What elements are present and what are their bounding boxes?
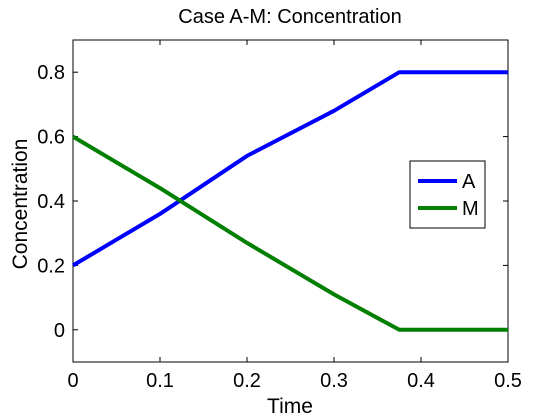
x-tick-label: 0 <box>67 370 78 392</box>
x-tick-label: 0.4 <box>407 370 435 392</box>
x-tick-label: 0.1 <box>146 370 174 392</box>
y-tick-label: 0 <box>54 320 65 342</box>
x-tick-label: 0.2 <box>233 370 261 392</box>
y-tick-label: 0.4 <box>37 191 65 213</box>
x-axis-label: Time <box>267 395 313 418</box>
y-tick-label: 0.8 <box>37 62 65 84</box>
y-tick-label: 0.6 <box>37 127 65 149</box>
y-axis-label: Concentration <box>9 139 32 270</box>
y-tick-label: 0.2 <box>37 255 65 277</box>
x-tick-label: 0.5 <box>494 370 522 392</box>
legend: AM <box>410 161 485 228</box>
x-tick-label: 0.3 <box>320 370 348 392</box>
legend-label-a: A <box>462 171 476 193</box>
chart-title: Case A-M: Concentration <box>178 6 401 28</box>
legend-label-m: M <box>462 198 479 220</box>
